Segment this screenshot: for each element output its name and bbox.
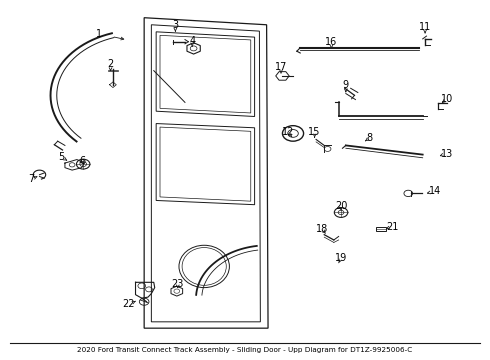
Text: 2: 2 xyxy=(107,59,114,68)
Text: 8: 8 xyxy=(367,133,373,143)
Bar xyxy=(376,227,386,231)
Text: 19: 19 xyxy=(335,253,347,263)
Text: 20: 20 xyxy=(335,202,347,211)
Text: 3: 3 xyxy=(172,20,178,30)
Text: 14: 14 xyxy=(429,186,441,196)
Text: 12: 12 xyxy=(282,127,294,138)
Text: 6: 6 xyxy=(80,156,86,166)
Text: 4: 4 xyxy=(189,36,195,46)
Text: 18: 18 xyxy=(316,224,328,234)
Text: 1: 1 xyxy=(96,28,101,39)
Text: 7: 7 xyxy=(28,174,34,184)
Text: 9: 9 xyxy=(343,80,349,90)
Text: 17: 17 xyxy=(275,62,287,72)
Text: 16: 16 xyxy=(325,37,338,48)
Text: 11: 11 xyxy=(419,22,431,32)
Text: 15: 15 xyxy=(308,127,321,138)
Text: 2020 Ford Transit Connect Track Assembly - Sliding Door - Upp Diagram for DT1Z-9: 2020 Ford Transit Connect Track Assembly… xyxy=(77,347,413,353)
Text: 23: 23 xyxy=(172,279,184,289)
Text: 5: 5 xyxy=(58,152,65,162)
Text: 22: 22 xyxy=(122,299,135,309)
Text: 21: 21 xyxy=(387,221,399,231)
Text: 10: 10 xyxy=(441,94,453,104)
Text: 13: 13 xyxy=(441,149,453,158)
